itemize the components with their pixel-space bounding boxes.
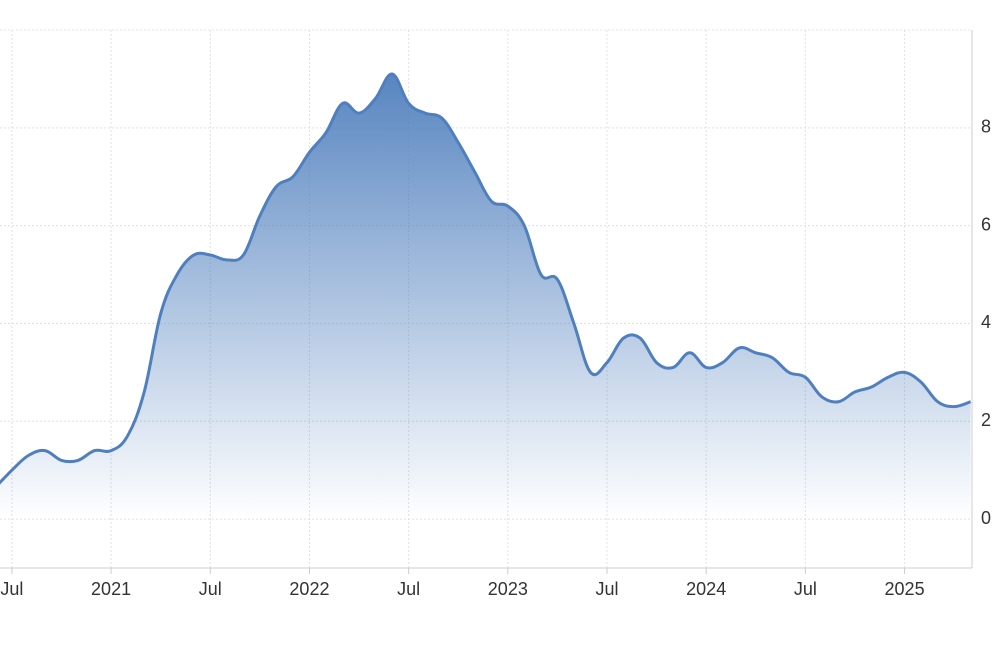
y-tick-label: 6 bbox=[981, 214, 991, 234]
x-tick-label: 2025 bbox=[885, 579, 925, 599]
y-tick-label: 4 bbox=[981, 312, 991, 332]
x-tick-label: Jul bbox=[794, 579, 817, 599]
area-fill bbox=[0, 74, 971, 520]
y-tick-label: 8 bbox=[981, 117, 991, 137]
x-tick-label: 2021 bbox=[91, 579, 131, 599]
x-tick-label: 2023 bbox=[488, 579, 528, 599]
x-tick-label: 2024 bbox=[686, 579, 726, 599]
x-tick-label: Jul bbox=[199, 579, 222, 599]
x-tick-label: Jul bbox=[595, 579, 618, 599]
x-tick-label: 2022 bbox=[289, 579, 329, 599]
line bbox=[0, 72, 972, 485]
x-tick-label: Jul bbox=[397, 579, 420, 599]
y-tick-label: 2 bbox=[981, 410, 991, 430]
x-tick-label: Jul bbox=[0, 579, 23, 599]
y-tick-label: 0 bbox=[981, 508, 991, 528]
